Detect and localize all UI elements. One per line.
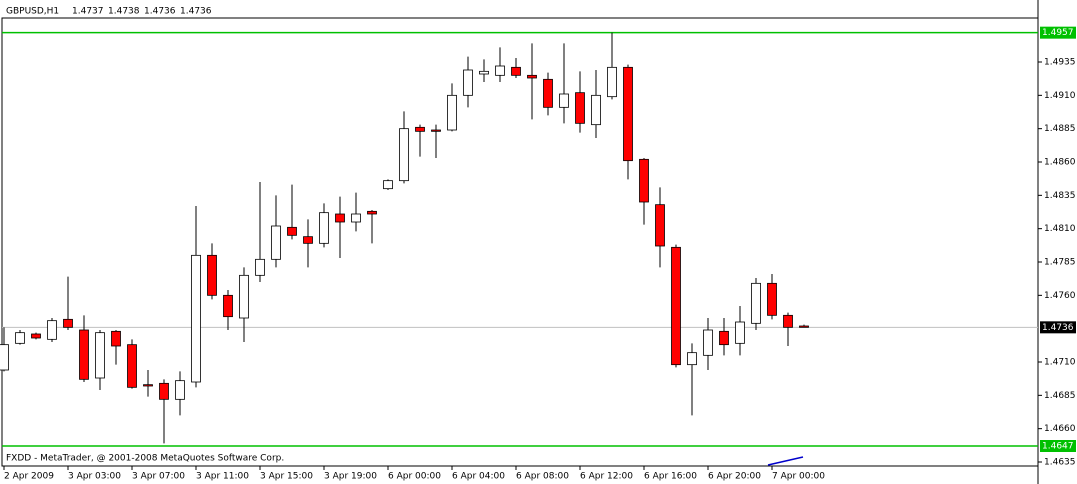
- symbol: GBPUSD,H1: [6, 7, 59, 17]
- current-price-box: [1040, 321, 1076, 334]
- candle-body: [703, 329, 713, 356]
- candle-body: [143, 384, 153, 387]
- header-low: 1.4736: [144, 7, 176, 17]
- y-tick-label: 1.4835: [1044, 191, 1076, 201]
- candle-body: [319, 212, 329, 244]
- candle-body: [639, 158, 649, 203]
- candle-body: [591, 94, 601, 126]
- y-tick-label: 1.4635: [1044, 458, 1076, 468]
- candle-body: [479, 70, 489, 75]
- candle-body: [303, 236, 313, 244]
- candle-body: [63, 318, 73, 328]
- candle-body: [687, 352, 697, 366]
- x-tick-label: 3 Apr 03:00: [68, 472, 121, 482]
- candle-body: [191, 254, 201, 383]
- candle-body: [415, 126, 425, 132]
- candle-body: [607, 66, 617, 98]
- candle-body: [399, 128, 409, 182]
- candle-body: [0, 344, 9, 371]
- footer: FXDD - MetaTrader, @ 2001-2008 MetaQuote…: [6, 454, 284, 464]
- candle-body: [95, 332, 105, 379]
- candle-body: [223, 294, 233, 318]
- level-label-box: [1040, 440, 1076, 452]
- candle-body: [719, 330, 729, 346]
- x-tick-label: 6 Apr 16:00: [644, 472, 697, 482]
- candle-body: [735, 321, 745, 344]
- x-tick-label: 3 Apr 11:00: [196, 472, 249, 482]
- y-tick-label: 1.4660: [1044, 424, 1076, 434]
- candle-body: [351, 213, 361, 223]
- trend-line: [767, 456, 804, 466]
- x-tick-label: 3 Apr 07:00: [132, 472, 185, 482]
- candle-body: [447, 94, 457, 131]
- candle-body: [655, 204, 665, 247]
- candle-body: [511, 66, 521, 76]
- y-tick-label: 1.4785: [1044, 258, 1076, 268]
- candle-body: [159, 382, 169, 400]
- y-tick-label: 1.4810: [1044, 224, 1076, 234]
- candle-body: [799, 325, 809, 328]
- candle-body: [31, 333, 41, 339]
- y-tick-label: 1.4860: [1044, 158, 1076, 168]
- candle-body: [431, 129, 441, 132]
- candle-body: [15, 332, 25, 344]
- candle-body: [559, 93, 569, 108]
- candle-body: [751, 282, 761, 324]
- candle-body: [767, 282, 777, 316]
- candle-body: [383, 180, 393, 190]
- y-tick-label: 1.4935: [1044, 58, 1076, 68]
- candle-body: [111, 330, 121, 347]
- level-label: 1.4957: [1042, 28, 1074, 38]
- y-tick-label: 1.4910: [1044, 91, 1076, 101]
- candle-body: [463, 69, 473, 96]
- candle-body: [495, 65, 505, 76]
- x-tick-label: 3 Apr 19:00: [324, 472, 377, 482]
- plot-frame: [1, 17, 1039, 467]
- current-price-label: 1.4736: [1042, 323, 1074, 333]
- header-close: 1.4736: [180, 7, 212, 17]
- x-tick-label: 6 Apr 04:00: [452, 472, 505, 482]
- candle-body: [783, 314, 793, 328]
- header-open: 1.4737: [72, 7, 104, 17]
- candle-body: [79, 329, 89, 380]
- candle-body: [367, 210, 377, 215]
- candle-body: [207, 254, 217, 296]
- candle-body: [527, 74, 537, 79]
- x-tick-label: 6 Apr 08:00: [516, 472, 569, 482]
- x-tick-label: 6 Apr 20:00: [708, 472, 761, 482]
- header-high: 1.4738: [108, 7, 140, 17]
- candle-body: [335, 213, 345, 223]
- y-tick-label: 1.4685: [1044, 391, 1076, 401]
- candle-body: [543, 78, 553, 108]
- candle-body: [255, 258, 265, 276]
- x-tick-label: 3 Apr 15:00: [260, 472, 313, 482]
- candle-body: [575, 92, 585, 124]
- candle-body: [127, 344, 137, 388]
- candle-body: [47, 320, 57, 340]
- y-tick-label: 1.4885: [1044, 124, 1076, 134]
- level-label-box: [1040, 26, 1076, 39]
- y-tick-label: 1.4760: [1044, 291, 1076, 301]
- x-tick-label: 6 Apr 00:00: [388, 472, 441, 482]
- x-tick-label: 7 Apr 00:00: [772, 472, 825, 482]
- candle-body: [271, 225, 281, 260]
- x-tick-label: 2 Apr 2009: [4, 472, 54, 482]
- candle-body: [175, 380, 185, 400]
- candle-body: [239, 274, 249, 319]
- candle-body: [671, 246, 681, 366]
- x-tick-label: 6 Apr 12:00: [580, 472, 633, 482]
- y-tick-label: 1.4710: [1044, 358, 1076, 368]
- candle-body: [623, 66, 633, 162]
- candle-body: [287, 226, 297, 236]
- level-label: 1.4647: [1042, 442, 1074, 452]
